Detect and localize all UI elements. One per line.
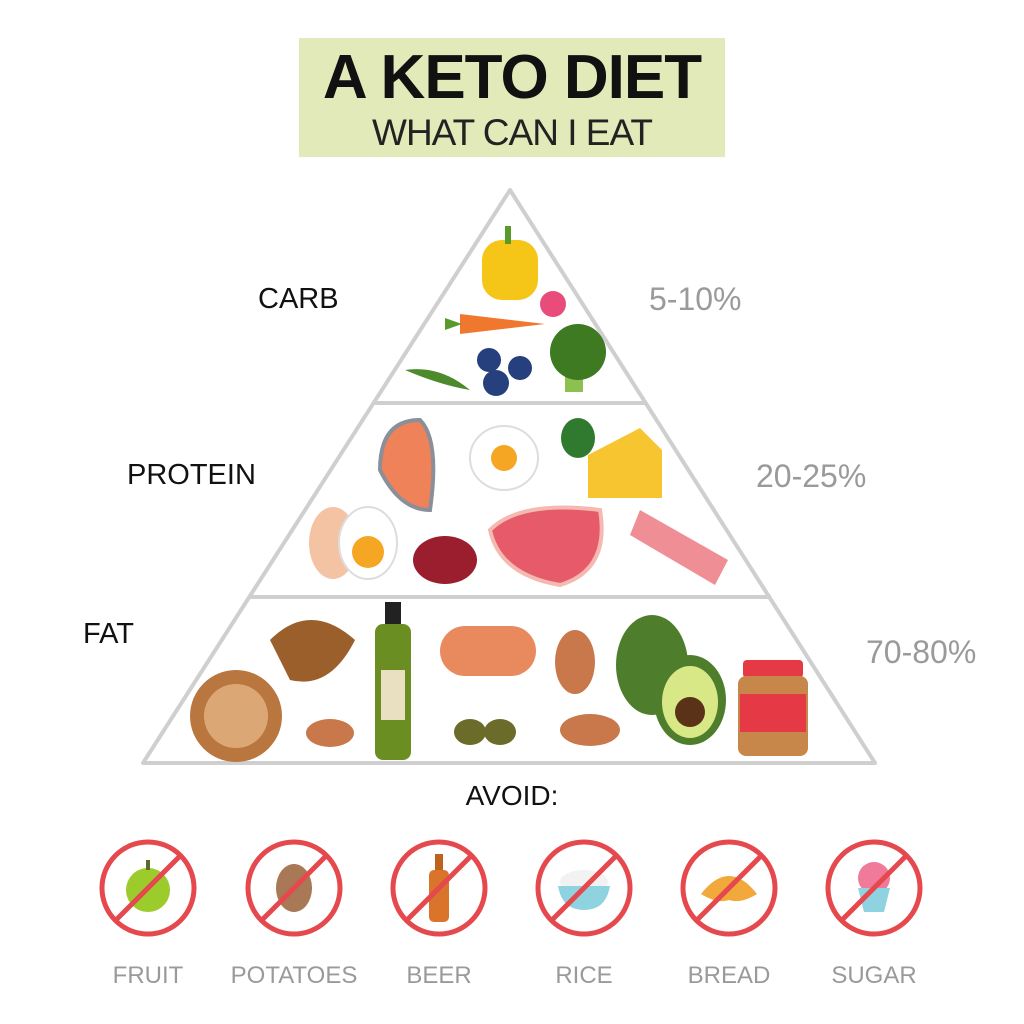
- avoid-item-beer: BEER: [369, 838, 509, 990]
- avoid-label: RICE: [555, 962, 613, 989]
- salmon-icon: [377, 417, 436, 513]
- avoid-item-rice: RICE: [514, 838, 654, 990]
- tier-percent-fat: 70-80%: [866, 634, 977, 670]
- avoid-heading: AVOID:: [465, 780, 559, 811]
- fried-egg-icon: [469, 425, 539, 491]
- tier-label-fat: FAT: [83, 618, 135, 650]
- food-pyramid: [141, 188, 877, 765]
- beer-bottle-icon: [390, 839, 488, 937]
- potato-icon: [245, 839, 343, 937]
- tier-label-carb: CARB: [258, 283, 339, 315]
- steak-icon: [487, 505, 604, 588]
- spinach-icon: [561, 418, 595, 458]
- walnut-icon: [190, 620, 355, 762]
- page-subtitle: WHAT CAN I EAT: [372, 112, 653, 153]
- liver-icon: [413, 536, 477, 584]
- bell-pepper-icon: [482, 226, 538, 300]
- avoid-label: FRUIT: [112, 962, 184, 989]
- avoid-item-sugar: SUGAR: [804, 838, 944, 990]
- rice-bowl-icon: [535, 839, 633, 937]
- sausage-icon: [440, 626, 536, 676]
- olive-oil-icon: [375, 602, 411, 760]
- avoid-label: POTATOES: [230, 962, 358, 989]
- raspberry-icon: [540, 291, 566, 317]
- broccoli-icon: [550, 324, 606, 392]
- apple-icon: [99, 839, 197, 937]
- bacon-icon: [630, 510, 728, 585]
- tier-percent-protein: 20-25%: [756, 458, 867, 494]
- avoid-item-potatoes: POTATOES: [224, 838, 364, 990]
- cheese-icon: [588, 428, 662, 498]
- blueberries-icon: [477, 348, 532, 396]
- avoid-label: BREAD: [687, 962, 771, 989]
- avoid-label: BEER: [406, 962, 472, 989]
- cupcake-icon: [825, 839, 923, 937]
- avoid-label: SUGAR: [831, 962, 917, 989]
- peanut-butter-icon: [738, 660, 808, 756]
- carrot-icon: [445, 314, 545, 334]
- almond-icon: [555, 630, 620, 746]
- avoid-item-fruit: FRUIT: [78, 838, 218, 990]
- croissant-icon: [680, 839, 778, 937]
- avocado-icon: [616, 615, 726, 745]
- tier-percent-carb: 5-10%: [649, 281, 742, 317]
- title-banner: A KETO DIET WHAT CAN I EAT: [299, 38, 725, 157]
- boiled-egg-icon: [309, 506, 398, 580]
- almond-icon: [306, 719, 354, 747]
- page-title: A KETO DIET: [322, 43, 702, 112]
- arugula-icon: [405, 369, 470, 390]
- avoid-item-bread: BREAD: [659, 838, 799, 990]
- olives-icon: [454, 719, 516, 745]
- pyramid-outline: [141, 188, 877, 765]
- tier-label-protein: PROTEIN: [127, 459, 256, 491]
